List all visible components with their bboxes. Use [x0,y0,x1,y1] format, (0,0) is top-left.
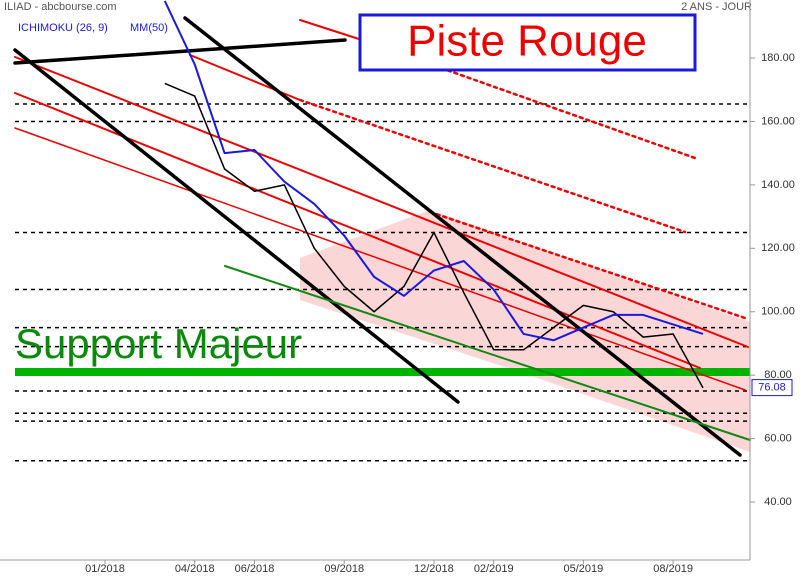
x-tick-label: 04/2018 [175,563,215,575]
legend-entry: MM(50) [130,22,168,34]
trendline [428,210,747,320]
x-tick-label: 02/2019 [474,563,514,575]
y-tick-label: 180.00 [761,52,795,64]
price-line [164,82,704,389]
x-tick-label: 05/2019 [564,563,604,575]
trendline [298,98,687,234]
y-tick-label: 80.00 [764,369,792,381]
last-price-label: 76.08 [758,382,786,394]
x-tick-label: 08/2019 [653,563,693,575]
trendline [299,19,363,41]
annotation-box [358,13,697,72]
y-tick-label: 100.00 [761,306,795,318]
trendline [14,56,749,348]
y-tick-label: 120.00 [761,242,795,254]
y-tick-label: 60.00 [764,433,792,445]
last-price-box [751,379,793,397]
x-tick-label: 09/2018 [324,563,364,575]
y-tick-label: 160.00 [761,115,795,127]
x-tick-label: 12/2018 [414,563,454,575]
trendline [13,48,460,404]
y-tick-label: 140.00 [761,179,795,191]
trendline [14,127,746,391]
y-tick-label: 40.00 [764,496,792,508]
period: 2 ANS - JOUR [681,1,752,13]
trendline [183,16,742,457]
legend-entry: ICHIMOKU (26, 9) [18,22,108,34]
annotation: Support Majeur [15,320,302,367]
x-tick-label: 06/2018 [235,563,275,575]
chart-title: ILIAD - abcbourse.com [4,1,117,13]
annotation: Piste Rouge [407,17,647,66]
trendline [224,265,751,441]
x-tick-label: 01/2018 [85,563,125,575]
trendline [13,38,347,65]
series-line [163,0,704,342]
